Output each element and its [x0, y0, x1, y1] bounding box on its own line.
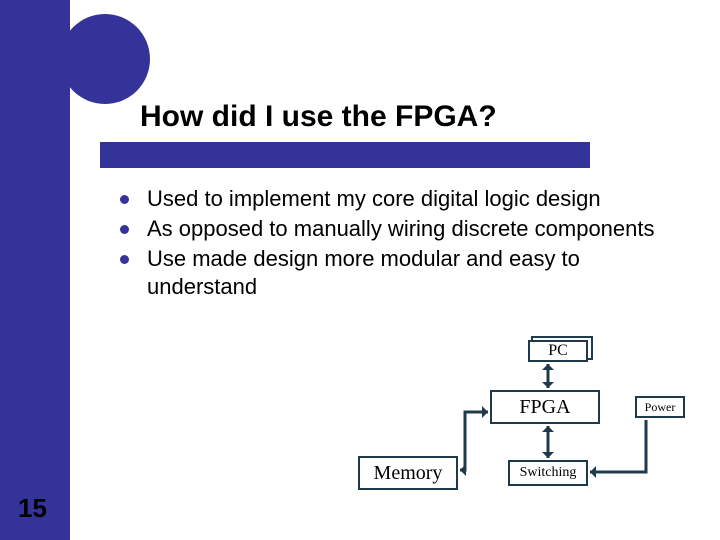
bullet-icon: [120, 195, 129, 204]
bullet-text: Use made design more modular and easy to…: [147, 245, 690, 301]
slide-root: How did I use the FPGA? Used to implemen…: [0, 0, 720, 540]
node-switching: Switching: [508, 460, 588, 486]
page-number: 15: [18, 493, 47, 524]
slide-title: How did I use the FPGA?: [140, 100, 497, 134]
bullet-icon: [120, 255, 129, 264]
bullet-text: Used to implement my core digital logic …: [147, 185, 601, 213]
bullet-list: Used to implement my core digital logic …: [120, 185, 690, 303]
corner-decoration: [60, 14, 150, 104]
bullet-text: As opposed to manually wiring discrete c…: [147, 215, 655, 243]
sidebar-accent: [0, 0, 70, 540]
bullet-item: Use made design more modular and easy to…: [120, 245, 690, 301]
bullet-item: Used to implement my core digital logic …: [120, 185, 690, 213]
node-pc: PC: [528, 340, 588, 362]
title-underline: [100, 142, 590, 168]
bullet-item: As opposed to manually wiring discrete c…: [120, 215, 690, 243]
node-fpga: FPGA: [490, 390, 600, 424]
fpga-diagram: PC FPGA Memory Switching Power: [330, 340, 710, 520]
diagram-arrows: [330, 340, 710, 520]
bullet-icon: [120, 225, 129, 234]
node-memory: Memory: [358, 456, 458, 490]
node-power: Power: [635, 396, 685, 418]
